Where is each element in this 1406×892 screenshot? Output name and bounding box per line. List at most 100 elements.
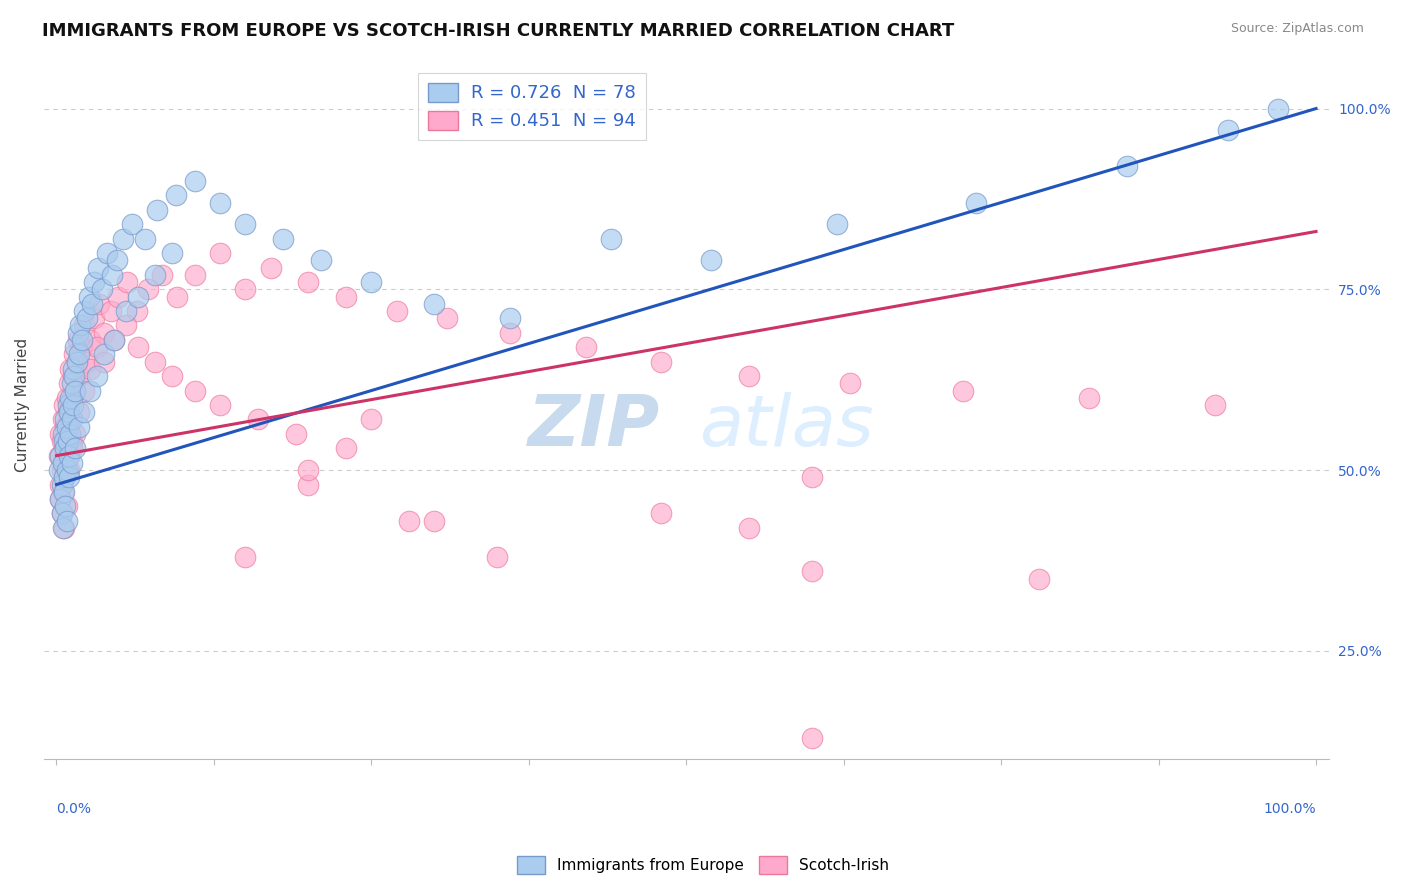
Point	[53, 470, 76, 484]
Point	[60, 391, 83, 405]
Point	[56, 449, 79, 463]
Point	[166, 289, 188, 303]
Point	[89, 297, 111, 311]
Point	[53, 398, 76, 412]
Point	[66, 354, 89, 368]
Point	[284, 426, 307, 441]
Point	[335, 289, 357, 303]
Point	[49, 491, 72, 506]
Point	[55, 500, 77, 514]
Point	[700, 253, 723, 268]
Point	[360, 275, 382, 289]
Point	[59, 412, 82, 426]
Point	[96, 246, 118, 260]
Point	[436, 311, 458, 326]
Point	[55, 463, 77, 477]
Point	[738, 521, 761, 535]
Point	[59, 362, 82, 376]
Point	[60, 412, 83, 426]
Point	[70, 333, 93, 347]
Point	[83, 311, 105, 326]
Point	[53, 500, 76, 514]
Point	[93, 347, 115, 361]
Point	[650, 354, 672, 368]
Point	[51, 507, 73, 521]
Point	[297, 463, 319, 477]
Point	[49, 449, 72, 463]
Point	[103, 333, 125, 347]
Point	[1078, 391, 1101, 405]
Point	[48, 463, 70, 477]
Y-axis label: Currently Married: Currently Married	[15, 338, 30, 472]
Point	[53, 412, 76, 426]
Point	[165, 188, 187, 202]
Point	[66, 354, 89, 368]
Point	[86, 340, 108, 354]
Point	[952, 384, 974, 398]
Point	[53, 434, 76, 449]
Point	[65, 426, 87, 441]
Point	[297, 477, 319, 491]
Point	[309, 253, 332, 268]
Point	[70, 340, 93, 354]
Point	[58, 426, 80, 441]
Text: ZIP: ZIP	[529, 392, 661, 461]
Point	[60, 456, 83, 470]
Point	[93, 326, 115, 340]
Point	[67, 419, 90, 434]
Point	[599, 232, 621, 246]
Point	[1116, 160, 1139, 174]
Point	[56, 405, 79, 419]
Point	[209, 195, 232, 210]
Point	[53, 484, 76, 499]
Point	[80, 297, 103, 311]
Point	[59, 391, 82, 405]
Point	[63, 369, 86, 384]
Point	[79, 362, 101, 376]
Point	[827, 217, 849, 231]
Point	[138, 282, 160, 296]
Point	[59, 426, 82, 441]
Point	[55, 419, 77, 434]
Point	[103, 333, 125, 347]
Point	[209, 246, 232, 260]
Point	[67, 369, 90, 384]
Point	[77, 289, 100, 303]
Point	[55, 434, 77, 449]
Point	[52, 426, 75, 441]
Point	[76, 354, 98, 368]
Point	[486, 549, 509, 564]
Point	[62, 398, 84, 412]
Point	[53, 463, 76, 477]
Point	[65, 384, 87, 398]
Point	[574, 340, 596, 354]
Point	[134, 232, 156, 246]
Text: 100.0%: 100.0%	[1264, 802, 1316, 816]
Point	[271, 232, 294, 246]
Point	[499, 311, 522, 326]
Legend: Immigrants from Europe, Scotch-Irish: Immigrants from Europe, Scotch-Irish	[512, 850, 894, 880]
Point	[55, 514, 77, 528]
Point	[66, 333, 89, 347]
Point	[53, 442, 76, 456]
Text: 0.0%: 0.0%	[56, 802, 91, 816]
Point	[1204, 398, 1226, 412]
Point	[86, 369, 108, 384]
Point	[49, 477, 72, 491]
Legend: R = 0.726  N = 78, R = 0.451  N = 94: R = 0.726 N = 78, R = 0.451 N = 94	[418, 73, 647, 140]
Point	[53, 419, 76, 434]
Text: IMMIGRANTS FROM EUROPE VS SCOTCH-IRISH CURRENTLY MARRIED CORRELATION CHART: IMMIGRANTS FROM EUROPE VS SCOTCH-IRISH C…	[42, 22, 955, 40]
Point	[650, 507, 672, 521]
Point	[51, 507, 73, 521]
Point	[360, 412, 382, 426]
Point	[49, 491, 72, 506]
Point	[90, 282, 112, 296]
Point	[105, 253, 128, 268]
Point	[63, 347, 86, 361]
Point	[143, 354, 166, 368]
Point	[76, 311, 98, 326]
Point	[385, 304, 408, 318]
Point	[73, 405, 96, 419]
Point	[51, 434, 73, 449]
Point	[53, 470, 76, 484]
